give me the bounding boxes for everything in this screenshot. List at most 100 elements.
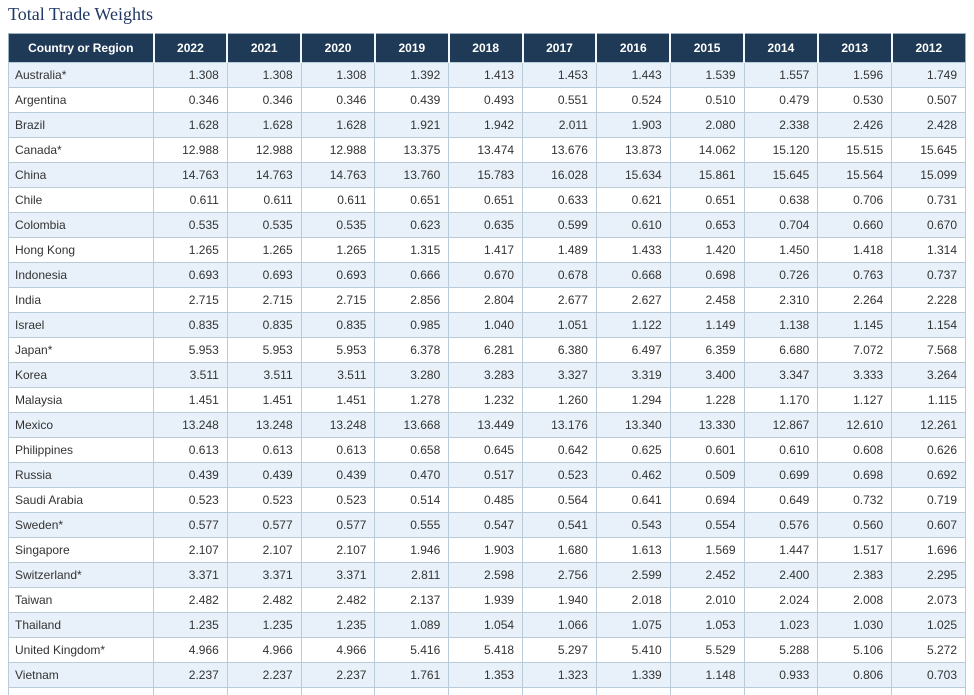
row-label: Euro Area* — [8, 687, 154, 695]
cell-value: 3.319 — [595, 362, 671, 388]
cell-value: 1.453 — [522, 62, 597, 88]
cell-value: 3.511 — [153, 362, 228, 388]
cell-value: 1.122 — [595, 312, 671, 338]
cell-value: 2.237 — [300, 662, 376, 688]
cell-value: 2.482 — [226, 587, 302, 613]
cell-value: 3.371 — [226, 562, 302, 588]
cell-value: 1.450 — [743, 237, 819, 263]
cell-value: 20.057 — [374, 687, 450, 695]
cell-value: 0.698 — [817, 462, 893, 488]
cell-value: 15.645 — [891, 137, 966, 163]
cell-value: 0.703 — [891, 662, 966, 688]
cell-value: 5.410 — [595, 637, 671, 663]
cell-value: 3.333 — [817, 362, 893, 388]
cell-value: 2.627 — [595, 287, 671, 313]
table-row: Taiwan 2.482 2.482 2.482 2.137 1.939 1.940 2.01… — [8, 587, 966, 613]
cell-value: 3.347 — [743, 362, 819, 388]
column-header-year: 2015 — [669, 33, 744, 63]
trade-weights-table: Country or Region 2022 2021 2020 2019 2018 201… — [8, 33, 966, 695]
cell-value: 2.264 — [817, 287, 893, 313]
cell-value: 0.607 — [891, 512, 966, 538]
cell-value: 2.756 — [522, 562, 597, 588]
table-row: Saudi Arabia 0.523 0.523 0.523 0.514 0.485 0.5… — [8, 487, 966, 513]
table-row: Thailand 1.235 1.235 1.235 1.089 1.054 1.066 1.… — [8, 612, 966, 638]
row-label: Australia* — [8, 62, 154, 88]
cell-value: 3.511 — [226, 362, 302, 388]
cell-value: 1.149 — [669, 312, 745, 338]
cell-value: 1.921 — [374, 112, 450, 138]
column-header-year: 2013 — [816, 33, 892, 63]
cell-value: 13.248 — [226, 412, 302, 438]
column-header-year: 2019 — [373, 33, 449, 63]
cell-value: 5.297 — [522, 637, 597, 663]
row-label: Thailand — [8, 612, 154, 638]
cell-value: 2.018 — [595, 587, 671, 613]
cell-value: 0.693 — [300, 262, 376, 288]
cell-value: 12.988 — [300, 137, 376, 163]
cell-value: 1.628 — [153, 112, 228, 138]
table-row: Hong Kong 1.265 1.265 1.265 1.315 1.417 1.489 1… — [8, 237, 966, 263]
cell-value: 18.973 — [448, 687, 524, 695]
cell-value: 4.966 — [153, 637, 228, 663]
cell-value: 0.577 — [153, 512, 228, 538]
cell-value: 0.678 — [522, 262, 597, 288]
cell-value: 1.443 — [595, 62, 671, 88]
table-row: Sweden* 0.577 0.577 0.577 0.555 0.547 0.541 0.5… — [8, 512, 966, 538]
cell-value: 0.535 — [153, 212, 228, 238]
cell-value: 12.261 — [891, 412, 966, 438]
cell-value: 13.176 — [522, 412, 597, 438]
cell-value: 3.371 — [153, 562, 228, 588]
cell-value: 18.182 — [743, 687, 819, 695]
cell-value: 14.763 — [153, 162, 228, 188]
cell-value: 5.418 — [448, 637, 524, 663]
cell-value: 0.642 — [522, 437, 597, 463]
cell-value: 0.610 — [595, 212, 671, 238]
cell-value: 1.089 — [374, 612, 450, 638]
table-row: Mexico 13.248 13.248 13.248 13.668 13.449 13.1… — [8, 412, 966, 438]
cell-value: 0.694 — [669, 487, 745, 513]
cell-value: 2.458 — [669, 287, 745, 313]
cell-value: 13.449 — [448, 412, 524, 438]
cell-value: 0.693 — [226, 262, 302, 288]
cell-value: 0.737 — [891, 262, 966, 288]
cell-value: 1.557 — [743, 62, 819, 88]
cell-value: 12.610 — [817, 412, 893, 438]
cell-value: 5.416 — [374, 637, 450, 663]
cell-value: 0.555 — [374, 512, 450, 538]
cell-value: 2.107 — [226, 537, 302, 563]
table-row: Russia 0.439 0.439 0.439 0.470 0.517 0.523 0.46… — [8, 462, 966, 488]
cell-value: 2.338 — [743, 112, 819, 138]
cell-value: 0.645 — [448, 437, 524, 463]
cell-value: 2.856 — [374, 287, 450, 313]
cell-value: 2.383 — [817, 562, 893, 588]
row-label: Mexico — [8, 412, 154, 438]
cell-value: 3.283 — [448, 362, 524, 388]
cell-value: 0.651 — [448, 187, 524, 213]
cell-value: 2.107 — [300, 537, 376, 563]
cell-value: 0.670 — [448, 262, 524, 288]
cell-value: 1.451 — [153, 387, 228, 413]
cell-value: 0.719 — [891, 487, 966, 513]
column-header-year: 2016 — [595, 33, 671, 63]
cell-value: 14.763 — [300, 162, 376, 188]
row-label: Saudi Arabia — [8, 487, 154, 513]
cell-value: 1.903 — [448, 537, 524, 563]
row-label: Chile — [8, 187, 154, 213]
cell-value: 5.288 — [743, 637, 819, 663]
cell-value: 19.599 — [226, 687, 302, 695]
cell-value: 6.497 — [595, 337, 671, 363]
column-header-year: 2022 — [152, 33, 228, 63]
cell-value: 0.610 — [743, 437, 819, 463]
cell-value: 1.308 — [153, 62, 228, 88]
cell-value: 0.346 — [300, 87, 376, 113]
cell-value: 12.988 — [226, 137, 302, 163]
row-label: Argentina — [8, 87, 154, 113]
row-label: United Kingdom* — [8, 637, 154, 663]
cell-value: 0.523 — [226, 487, 302, 513]
table-row: Israel 0.835 0.835 0.835 0.985 1.040 1.051 1.12… — [8, 312, 966, 338]
cell-value: 2.599 — [595, 562, 671, 588]
column-header-year: 2018 — [447, 33, 523, 63]
column-header-year: 2021 — [226, 33, 302, 63]
cell-value: 0.485 — [448, 487, 524, 513]
cell-value: 3.400 — [669, 362, 745, 388]
